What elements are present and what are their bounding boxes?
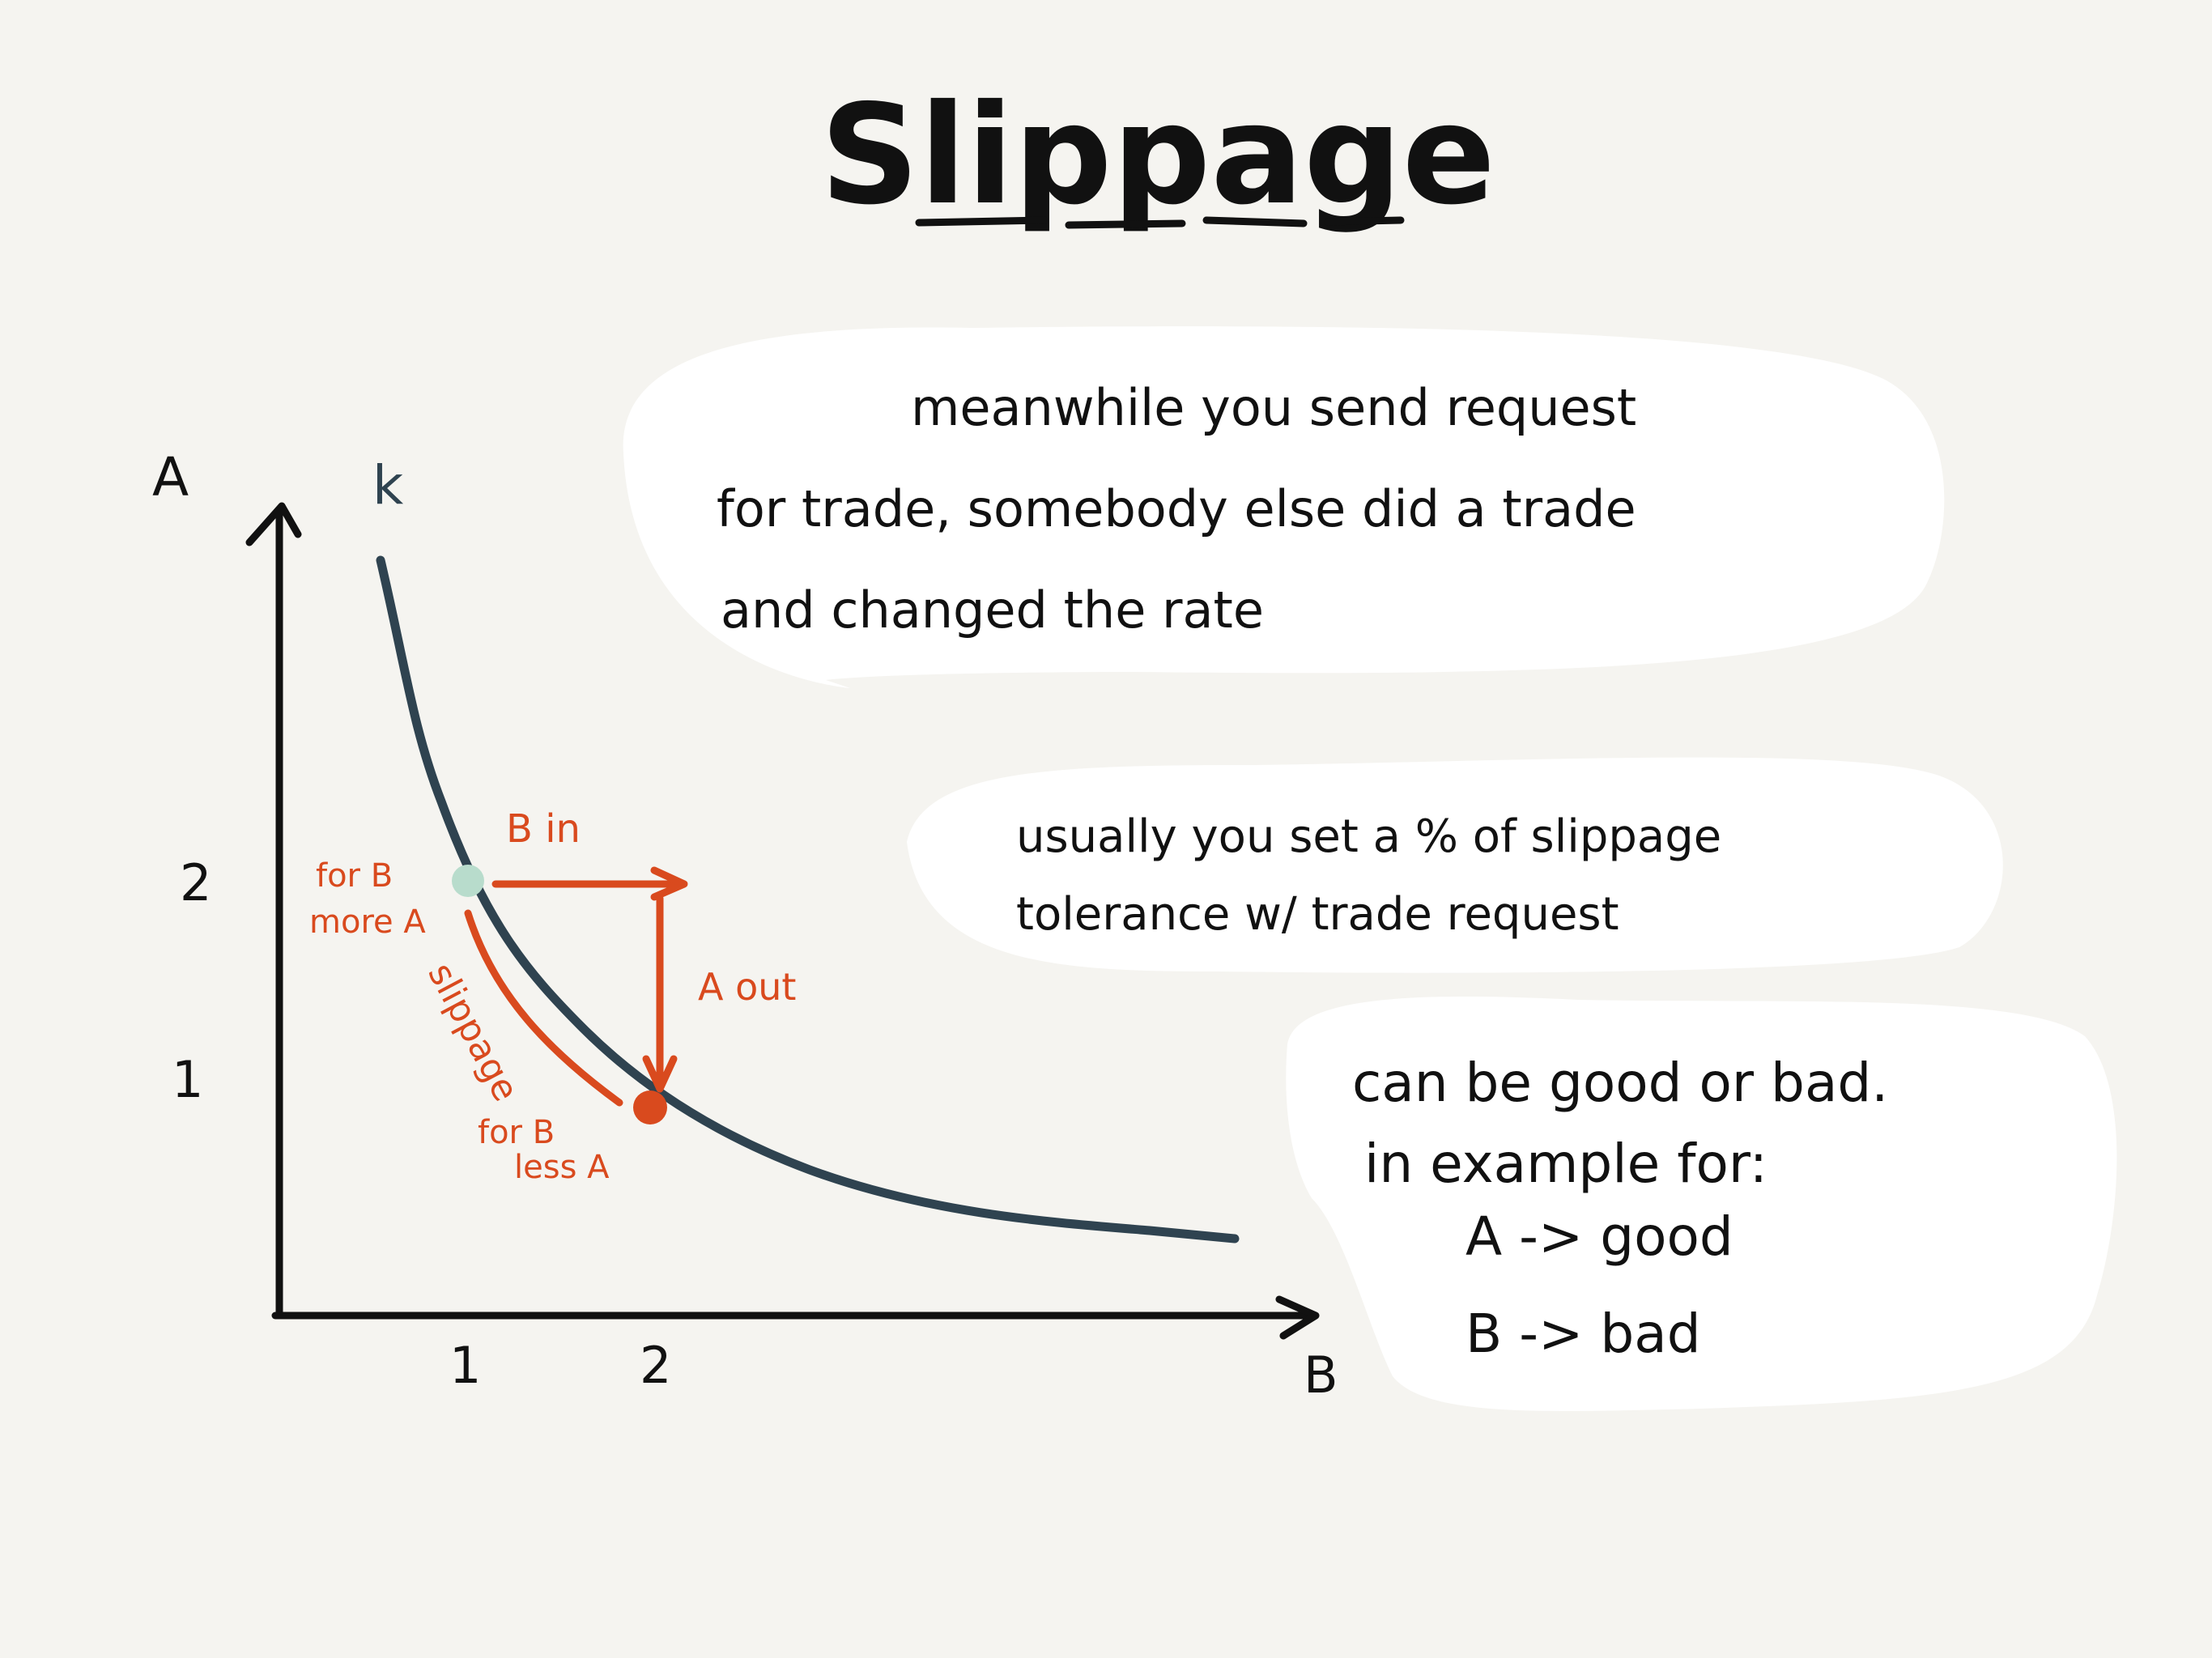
x-axis-arrowhead (1275, 1295, 1320, 1340)
x-tick-1: 1 (449, 1336, 481, 1395)
a-out-label: A out (698, 965, 796, 1009)
end-point (633, 1090, 667, 1124)
start-point (452, 865, 484, 897)
meanwhile-line-2: for trade, somebody else did a trade (717, 479, 1636, 538)
bubble-tolerance (907, 757, 2003, 973)
title-underline (915, 216, 1405, 229)
slippage-label: slippage (419, 956, 526, 1107)
constant-product-curve (376, 555, 1240, 1244)
more-a-label-line-2: more A (309, 903, 426, 941)
bubble-goodbad (1286, 996, 2117, 1412)
tolerance-line-1: usually you set a % of slippage (1016, 810, 1721, 863)
meanwhile-line-1: meanwhile you send request (911, 378, 1636, 437)
meanwhile-line-3: and changed the rate (721, 580, 1264, 640)
goodbad-line-4: B -> bad (1465, 1303, 1701, 1365)
curve-label: k (372, 454, 404, 517)
goodbad-line-3: A -> good (1465, 1205, 1733, 1268)
more-a-label-line-1: for B (316, 857, 393, 895)
tolerance-line-2: tolerance w/ trade request (1016, 888, 1619, 941)
less-a-label-line-1: for B (478, 1114, 555, 1151)
y-axis-arrowhead (245, 502, 302, 546)
page-title: Slippage (820, 75, 1495, 236)
y-axis-label: A (152, 446, 189, 508)
a-out-arrowhead (642, 1055, 678, 1093)
y-tick-1: 1 (172, 1050, 203, 1109)
bubble-meanwhile (623, 326, 1945, 688)
b-in-arrowhead (650, 866, 688, 901)
y-tick-2: 2 (180, 853, 211, 912)
slippage-arc (464, 909, 623, 1107)
b-in-label: B in (506, 806, 581, 852)
goodbad-line-2: in example for: (1364, 1133, 1767, 1195)
x-tick-2: 2 (640, 1336, 671, 1395)
less-a-label-line-2: less A (514, 1149, 610, 1186)
goodbad-line-1: can be good or bad. (1352, 1052, 1888, 1114)
x-axis-label: B (1304, 1346, 1338, 1405)
